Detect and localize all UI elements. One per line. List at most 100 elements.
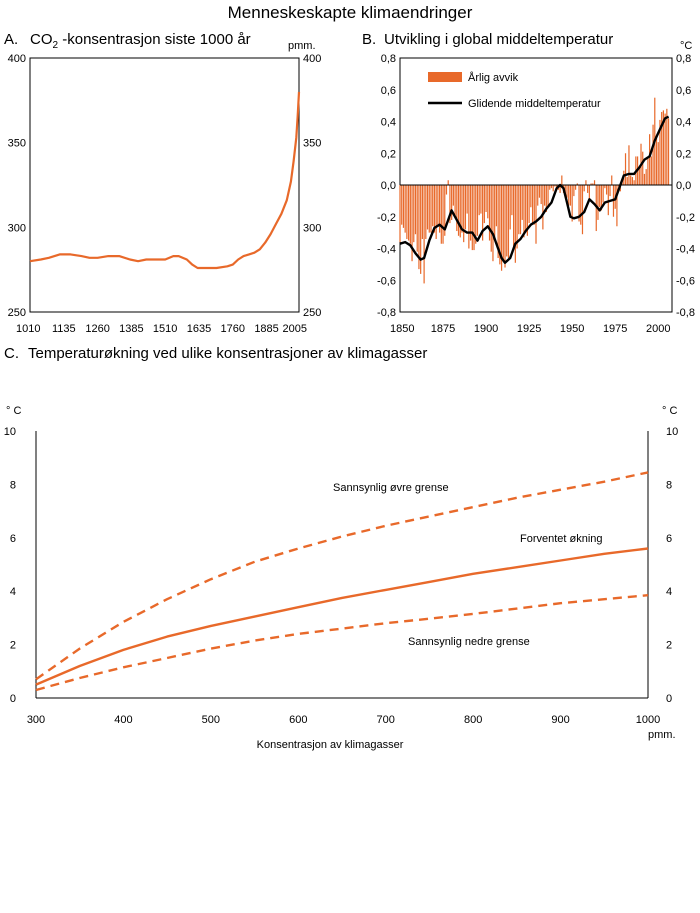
temp-bar	[447, 180, 449, 185]
co2-axes: 250 250 300 300 350 350 400 400 1010 1135 1260 1385…	[8, 53, 322, 335]
temp-bar	[475, 185, 477, 244]
temp-bar	[440, 185, 442, 244]
proj-y-tick-right: 2	[666, 640, 672, 652]
panel-a-unit: pmm.	[288, 40, 316, 52]
temp-bar	[525, 185, 527, 233]
proj-series-label: Sannsynlig øvre grense	[333, 482, 449, 494]
temp-bar	[645, 169, 647, 186]
temp-bar	[578, 185, 580, 222]
proj-series-label: Forventet økning	[520, 533, 603, 545]
temp-bar	[528, 185, 530, 224]
temp-bar	[593, 180, 596, 185]
temp-bar	[509, 185, 511, 230]
temp-bar	[456, 185, 458, 232]
temp-bar	[585, 180, 587, 185]
temp-bar	[444, 185, 446, 236]
temp-bar	[469, 185, 472, 241]
temp-bar	[523, 185, 525, 238]
temp-bar	[616, 185, 618, 227]
co2-x-tick: 1010	[16, 323, 40, 335]
co2-y-tick-right: 300	[303, 222, 321, 234]
temp-bar	[404, 185, 406, 233]
proj-x-tick: 500	[202, 714, 220, 726]
temp-bar	[502, 185, 504, 262]
temp-bar	[666, 108, 668, 185]
proj-dashed-line	[35, 471, 649, 681]
temp-bar	[559, 185, 561, 193]
temp-bar	[554, 185, 556, 187]
temp-bar	[580, 185, 582, 225]
temp-bar	[538, 185, 541, 198]
proj-y-tick-left: 0	[10, 693, 16, 705]
proj-solid-line	[35, 547, 649, 686]
temp-bar	[588, 185, 590, 201]
temp-x-tick: 2000	[646, 323, 670, 335]
temp-bar	[399, 185, 401, 243]
temp-bar	[633, 180, 635, 185]
temp-bar	[592, 183, 594, 185]
panel-c-x-unit: pmm.	[648, 729, 676, 741]
temp-bar	[485, 185, 487, 212]
proj-y-tick-left: 4	[10, 586, 16, 598]
temp-bar	[402, 185, 405, 228]
temp-bar	[561, 175, 563, 185]
temp-bar	[435, 185, 437, 239]
temp-bar	[449, 185, 451, 224]
temp-bar	[599, 185, 601, 208]
temp-bar	[647, 158, 649, 185]
temp-bar	[452, 185, 454, 206]
temp-bar	[495, 185, 498, 227]
temp-bar	[628, 145, 630, 185]
co2-marks	[29, 91, 301, 270]
temp-bar	[581, 185, 584, 235]
proj-axes: 0 0 2 2 4 4 6 6 8 8 10 10 300 400 500 600 700 800 900 1000 K…	[4, 426, 679, 751]
temp-bar	[499, 185, 501, 265]
temp-bar	[544, 185, 546, 206]
temp-bar	[605, 185, 608, 195]
temp-bar	[530, 185, 532, 208]
co2-x-tick: 1135	[52, 323, 76, 335]
temp-bar	[497, 185, 499, 259]
temp-legend-label-line: Glidende middeltemperatur	[468, 98, 601, 110]
temp-bar	[414, 185, 417, 235]
temp-bar	[542, 185, 544, 230]
temp-bar	[500, 185, 503, 271]
temp-bar	[430, 185, 432, 233]
panel-c: C. Temperaturøkning ved ulike konsentras…	[4, 345, 679, 751]
co2-y-tick-left: 250	[8, 307, 26, 319]
temp-bar	[438, 185, 441, 233]
temp-bar	[413, 185, 415, 243]
panel-a-title-post: -konsentrasjon siste 1000 år	[58, 31, 251, 48]
temp-bar	[624, 153, 627, 185]
temp-bar	[649, 134, 651, 185]
temp-y-tick-right: -0,6	[676, 275, 695, 287]
temp-bar	[421, 185, 423, 239]
temp-y-tick-right: -0,8	[676, 307, 695, 319]
temp-bar	[576, 183, 578, 185]
temp-bar	[411, 185, 413, 262]
temp-bar	[473, 185, 475, 251]
temp-y-tick-right: 0,2	[676, 148, 691, 160]
temp-bar	[566, 185, 568, 198]
temp-bar	[463, 185, 465, 243]
temp-bar	[642, 151, 644, 185]
temp-legend-swatch-bars	[428, 72, 462, 82]
proj-x-tick: 300	[27, 714, 45, 726]
temp-bar	[416, 185, 418, 252]
temp-bar	[442, 185, 444, 244]
temp-bar	[425, 185, 427, 239]
panel-b-letter: B.	[362, 31, 376, 48]
proj-series-label: Sannsynlig nedre grense	[408, 636, 530, 648]
temp-bar	[618, 185, 620, 187]
temp-bar	[661, 111, 663, 185]
temp-bar	[480, 185, 482, 214]
temp-bar	[488, 185, 491, 241]
temp-bar	[457, 185, 460, 236]
temp-bar	[590, 183, 592, 185]
panel-c-unit-right: ° C	[662, 405, 677, 417]
temp-bar	[516, 185, 518, 249]
temp-bar	[611, 175, 613, 185]
temp-y-tick-right: 0,0	[676, 180, 691, 192]
temp-bar	[494, 185, 496, 239]
